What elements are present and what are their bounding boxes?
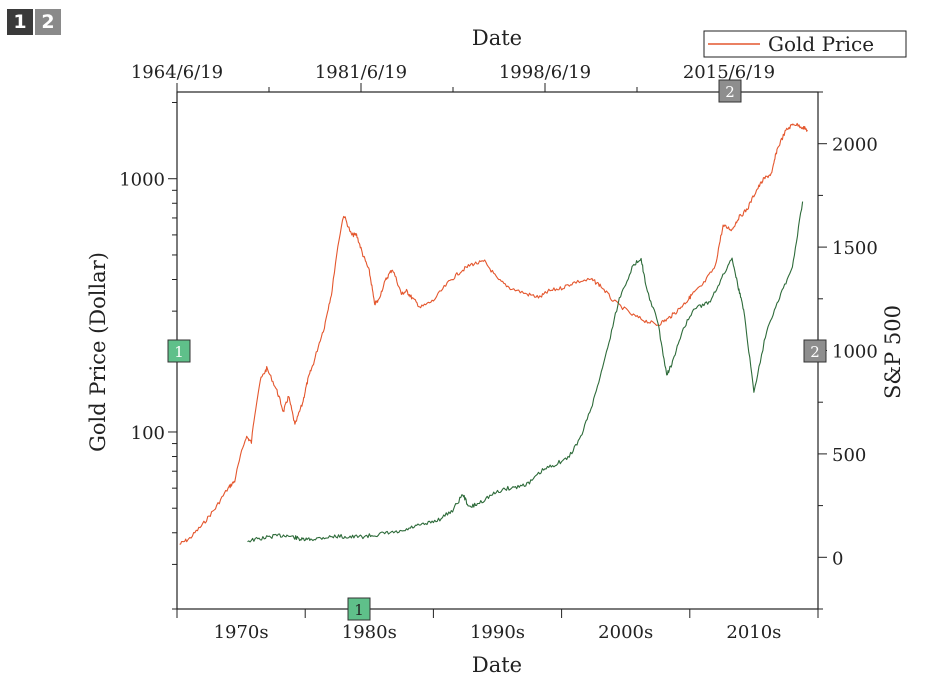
tick-labels: 100 1000 0 500 1000 1500 2000 1970s 1980s 1990s 20… <box>119 62 878 643</box>
y-left-tick-label: 1000 <box>119 170 165 191</box>
layer-badge-left-label: 1 <box>174 343 184 361</box>
layer-badge-top[interactable]: 2 <box>718 79 742 103</box>
layer-tabs: 1 2 <box>7 9 61 35</box>
layer-badge-bottom-label: 1 <box>354 601 364 619</box>
tick-marks <box>168 83 827 618</box>
legend-entry-gold: Gold Price <box>768 32 874 56</box>
sp500-series <box>247 201 804 543</box>
layer-badge-right-label: 2 <box>810 343 820 361</box>
gold-series <box>179 122 808 545</box>
y-right-tick-label: 500 <box>832 445 866 466</box>
x-bottom-tick-label: 1980s <box>342 622 397 643</box>
y-right-tick-label: 1500 <box>832 238 878 259</box>
x-top-tick-label: 1998/6/19 <box>499 62 591 83</box>
x-top-tick-label: 1981/6/19 <box>315 62 407 83</box>
y-left-tick-label: 100 <box>131 423 165 444</box>
layer-badge-top-label: 2 <box>725 83 735 101</box>
x-bottom-tick-label: 1970s <box>214 622 269 643</box>
legend: Gold Price <box>703 30 907 58</box>
gold-line <box>179 122 808 545</box>
y-right-tick-label: 2000 <box>832 135 878 156</box>
plot-frame <box>176 91 819 610</box>
layer-tab-2[interactable]: 2 <box>35 9 61 35</box>
x-top-tick-label: 1964/6/19 <box>131 62 223 83</box>
x-bottom-tick-label: 2000s <box>598 622 653 643</box>
layer-badge-bottom[interactable]: 1 <box>347 597 371 621</box>
x-top-axis-label: Date <box>472 26 522 50</box>
x-bottom-tick-label: 2010s <box>726 622 781 643</box>
y-right-tick-label: 1000 <box>832 342 878 363</box>
y-right-tick-label: 0 <box>832 548 843 569</box>
sp500-line <box>247 201 804 543</box>
layer-tab-1[interactable]: 1 <box>7 9 33 35</box>
y-left-axis-label: Gold Price (Dollar) <box>86 252 110 452</box>
x-bottom-tick-label: 1990s <box>470 622 525 643</box>
x-bottom-axis-label: Date <box>472 653 522 677</box>
x-top-tick-label: 2015/6/19 <box>683 62 775 83</box>
layer-badge-right[interactable]: 2 <box>803 339 827 363</box>
layer-badge-left[interactable]: 1 <box>167 339 191 363</box>
y-right-axis-label: S&P 500 <box>881 305 905 399</box>
